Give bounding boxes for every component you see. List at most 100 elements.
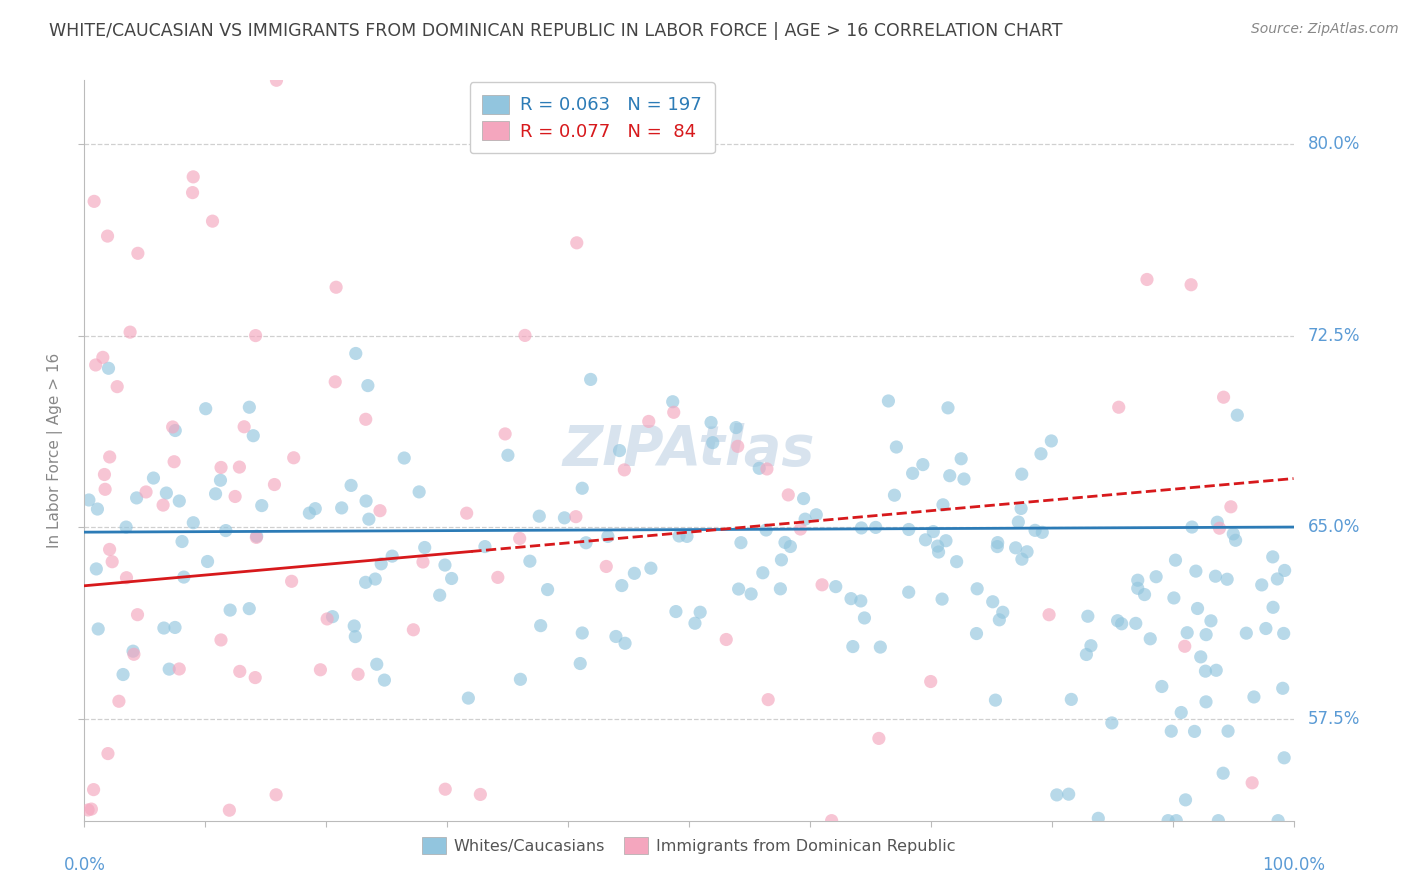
Point xyxy=(1208,814,1230,828)
Point xyxy=(381,549,404,563)
Point xyxy=(115,571,138,585)
Point xyxy=(725,420,748,434)
Point xyxy=(280,574,302,589)
Point xyxy=(794,512,817,526)
Point xyxy=(347,667,370,681)
Point xyxy=(945,555,967,569)
Point xyxy=(474,540,496,554)
Point xyxy=(748,461,770,475)
Point xyxy=(1174,793,1197,807)
Point xyxy=(1125,616,1147,631)
Point xyxy=(1015,545,1038,559)
Point xyxy=(988,613,1011,627)
Point xyxy=(789,522,811,536)
Point xyxy=(304,501,326,516)
Point xyxy=(204,487,226,501)
Point xyxy=(494,426,516,441)
Point xyxy=(457,691,479,706)
Text: WHITE/CAUCASIAN VS IMMIGRANTS FROM DOMINICAN REPUBLIC IN LABOR FORCE | AGE > 16 : WHITE/CAUCASIAN VS IMMIGRANTS FROM DOMIN… xyxy=(49,22,1063,40)
Point xyxy=(716,632,738,647)
Point xyxy=(357,512,380,526)
Point xyxy=(325,280,347,294)
Point xyxy=(901,467,924,481)
Point xyxy=(778,488,800,502)
Point xyxy=(1076,648,1098,662)
Point xyxy=(571,481,593,495)
Point xyxy=(413,541,436,555)
Text: Source: ZipAtlas.com: Source: ZipAtlas.com xyxy=(1251,22,1399,37)
Point xyxy=(820,814,842,828)
Point xyxy=(637,414,659,428)
Point xyxy=(1216,724,1239,739)
Point xyxy=(215,524,238,538)
Point xyxy=(1195,695,1218,709)
Text: 72.5%: 72.5% xyxy=(1308,326,1361,344)
Point xyxy=(1195,627,1218,641)
Point xyxy=(330,500,353,515)
Point xyxy=(170,534,193,549)
Point xyxy=(125,491,148,505)
Point xyxy=(595,559,617,574)
Text: 65.0%: 65.0% xyxy=(1308,518,1361,536)
Point xyxy=(536,582,558,597)
Point xyxy=(1219,500,1241,514)
Point xyxy=(662,405,685,419)
Point xyxy=(96,229,118,244)
Point xyxy=(727,582,749,596)
Point xyxy=(770,553,793,567)
Point xyxy=(932,498,955,512)
Point xyxy=(98,542,121,557)
Text: 80.0%: 80.0% xyxy=(1308,135,1361,153)
Point xyxy=(83,782,105,797)
Point xyxy=(173,570,195,584)
Point xyxy=(157,662,180,676)
Point xyxy=(1040,434,1063,448)
Point xyxy=(83,194,105,209)
Point xyxy=(1080,639,1102,653)
Point xyxy=(1187,601,1209,615)
Point xyxy=(108,694,131,708)
Point xyxy=(1077,609,1099,624)
Point xyxy=(793,491,815,506)
Point xyxy=(661,394,683,409)
Point xyxy=(953,472,976,486)
Legend: Whites/Caucasians, Immigrants from Dominican Republic: Whites/Caucasians, Immigrants from Domin… xyxy=(416,830,962,861)
Point xyxy=(668,529,690,543)
Point xyxy=(77,493,100,508)
Point xyxy=(869,640,891,654)
Point xyxy=(181,186,204,200)
Point xyxy=(689,605,711,619)
Point xyxy=(928,545,950,559)
Y-axis label: In Labor Force | Age > 16: In Labor Force | Age > 16 xyxy=(46,353,63,548)
Point xyxy=(122,644,145,658)
Point xyxy=(162,420,184,434)
Point xyxy=(1024,524,1046,538)
Point xyxy=(1180,277,1202,292)
Point xyxy=(911,458,934,472)
Point xyxy=(169,494,191,508)
Point xyxy=(344,630,367,644)
Point xyxy=(1271,681,1294,696)
Point xyxy=(1029,447,1052,461)
Point xyxy=(1184,724,1206,739)
Point xyxy=(769,582,792,596)
Point xyxy=(1107,614,1129,628)
Point xyxy=(98,450,121,464)
Point xyxy=(614,636,637,650)
Point xyxy=(1208,521,1230,535)
Point xyxy=(127,246,149,260)
Point xyxy=(80,802,103,816)
Point xyxy=(153,621,176,635)
Point xyxy=(224,490,246,504)
Point xyxy=(755,523,778,537)
Point xyxy=(197,554,219,568)
Point xyxy=(242,428,264,442)
Point xyxy=(779,540,801,554)
Point xyxy=(565,235,588,250)
Point xyxy=(605,630,627,644)
Point xyxy=(553,511,575,525)
Point xyxy=(340,478,363,492)
Point xyxy=(402,623,425,637)
Point xyxy=(87,622,110,636)
Point xyxy=(665,605,688,619)
